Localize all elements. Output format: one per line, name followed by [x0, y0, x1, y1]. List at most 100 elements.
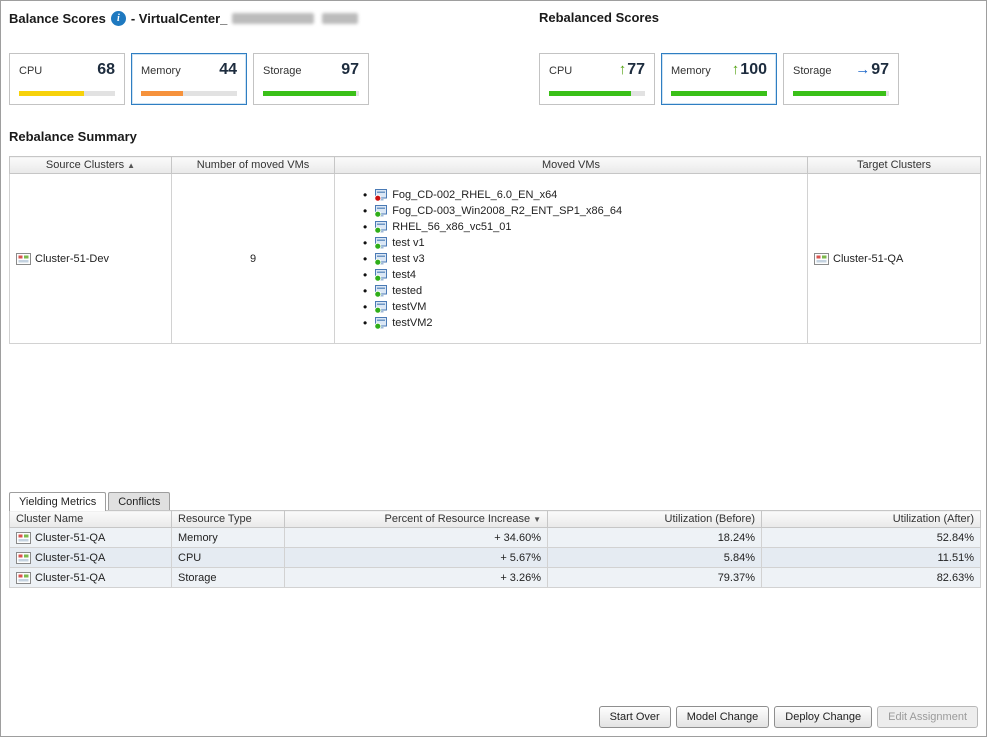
- sort-asc-icon: ▲: [127, 161, 136, 170]
- list-item: Fog_CD-003_Win2008_R2_ENT_SP1_x86_64: [363, 203, 801, 219]
- score-label: Storage: [793, 65, 832, 77]
- score-cards-row: CPU 68 Memory 44 Storage 97: [1, 27, 986, 105]
- score-card-memory-after[interactable]: Memory ↑ 100: [661, 53, 777, 105]
- score-value: ↑ 100: [731, 61, 767, 78]
- table-row[interactable]: Cluster-51-QA Memory + 34.60% 18.24% 52.…: [9, 527, 981, 548]
- table-row: Cluster-51-Dev 9 Fog_CD-002_RHEL_6.0_EN_…: [9, 173, 981, 344]
- utilization-before: 5.84%: [547, 547, 762, 568]
- vm-icon: [374, 284, 388, 298]
- score-card-memory-before[interactable]: Memory 44: [131, 53, 247, 105]
- footer-actions: Start Over Model Change Deploy Change Ed…: [598, 706, 978, 728]
- score-card-storage-before[interactable]: Storage 97: [253, 53, 369, 105]
- moved-vms-count: 9: [171, 173, 335, 344]
- score-bar: [793, 91, 889, 96]
- score-value: 68: [97, 61, 115, 78]
- target-cluster-name: Cluster-51-QA: [833, 252, 904, 265]
- score-card-storage-after[interactable]: Storage → 97: [783, 53, 899, 105]
- metrics-tabs: Yielding Metrics Conflicts: [9, 490, 978, 511]
- cluster-icon: [814, 252, 829, 266]
- arrow-up-icon: ↑: [618, 61, 627, 78]
- column-header-cluster-name[interactable]: Cluster Name: [9, 510, 172, 528]
- arrow-up-icon: ↑: [731, 61, 740, 78]
- column-header-utilization-before[interactable]: Utilization (Before): [547, 510, 762, 528]
- vm-icon: [374, 236, 388, 250]
- cluster-icon: [16, 571, 31, 585]
- yielding-metrics-table: Cluster Name Resource Type Percent of Re…: [9, 510, 981, 588]
- vm-name: Fog_CD-002_RHEL_6.0_EN_x64: [392, 188, 558, 201]
- vm-icon: [374, 252, 388, 266]
- balance-score-group: CPU 68 Memory 44 Storage 97: [9, 53, 369, 105]
- vm-icon: [374, 188, 388, 202]
- model-change-button[interactable]: Model Change: [675, 706, 770, 728]
- resource-type: CPU: [171, 547, 285, 568]
- list-item: testVM: [363, 299, 801, 315]
- table-row[interactable]: Cluster-51-QA Storage + 3.26% 79.37% 82.…: [9, 567, 981, 588]
- resource-type: Storage: [171, 567, 285, 588]
- column-header-percent-increase[interactable]: Percent of Resource Increase ▼: [284, 510, 548, 528]
- vm-name: test v1: [392, 236, 425, 249]
- column-header-resource-type[interactable]: Resource Type: [171, 510, 285, 528]
- list-item: Fog_CD-002_RHEL_6.0_EN_x64: [363, 187, 801, 203]
- vm-icon: [374, 204, 388, 218]
- tab-yielding-metrics[interactable]: Yielding Metrics: [9, 492, 107, 511]
- score-label: Memory: [141, 65, 181, 77]
- cluster-icon: [16, 252, 31, 266]
- vm-name: tested: [392, 284, 423, 297]
- vcenter-name-prefix: - VirtualCenter_: [130, 10, 228, 26]
- start-over-button[interactable]: Start Over: [598, 706, 671, 728]
- score-label: Storage: [263, 65, 302, 77]
- rebalance-summary-table: Source Clusters ▲ Number of moved VMs Mov…: [9, 156, 981, 344]
- cluster-name: Cluster-51-QA: [35, 531, 106, 544]
- table-row[interactable]: Cluster-51-QA CPU + 5.67% 5.84% 11.51%: [9, 547, 981, 568]
- spacer: [1, 344, 986, 490]
- cluster-icon: [16, 531, 31, 545]
- score-label: CPU: [19, 65, 43, 77]
- vm-name: Fog_CD-003_Win2008_R2_ENT_SP1_x86_64: [392, 204, 623, 217]
- vm-icon: [374, 268, 388, 282]
- vm-icon: [374, 220, 388, 234]
- cluster-name: Cluster-51-QA: [35, 571, 106, 584]
- column-header-source-clusters[interactable]: Source Clusters ▲: [9, 156, 172, 174]
- rebalanced-score-group: CPU ↑ 77 Memory ↑ 100: [539, 53, 899, 105]
- cluster-icon: [16, 551, 31, 565]
- tab-conflicts[interactable]: Conflicts: [108, 492, 171, 510]
- score-card-cpu-before[interactable]: CPU 68: [9, 53, 125, 105]
- score-value: 44: [219, 61, 237, 78]
- percent-increase: + 34.60%: [284, 527, 548, 548]
- column-header-target-clusters[interactable]: Target Clusters: [807, 156, 981, 174]
- vm-name: RHEL_56_x86_vc51_01: [392, 220, 512, 233]
- arrow-right-icon: →: [855, 61, 871, 78]
- deploy-change-button[interactable]: Deploy Change: [774, 706, 873, 728]
- info-icon[interactable]: i: [110, 10, 126, 26]
- percent-increase: + 5.67%: [284, 547, 548, 568]
- redacted-vcenter-name: [232, 12, 315, 24]
- score-bar: [141, 91, 237, 96]
- utilization-after: 82.63%: [761, 567, 981, 588]
- balance-scores-header: Balance Scores i - VirtualCenter_: [9, 10, 539, 26]
- utilization-after: 11.51%: [761, 547, 981, 568]
- list-item: test v3: [363, 251, 801, 267]
- vm-name: testVM2: [392, 316, 433, 329]
- rebalanced-scores-header: Rebalanced Scores: [539, 9, 659, 27]
- rebalance-summary-title: Rebalance Summary: [9, 129, 137, 144]
- rebalanced-scores-title: Rebalanced Scores: [539, 10, 659, 25]
- redacted-vcenter-name: [322, 12, 359, 24]
- edit-assignment-button: Edit Assignment: [877, 706, 978, 728]
- column-header-moved-count[interactable]: Number of moved VMs: [171, 156, 335, 174]
- list-item: test4: [363, 267, 801, 283]
- list-item: test v1: [363, 235, 801, 251]
- resource-type: Memory: [171, 527, 285, 548]
- column-header-utilization-after[interactable]: Utilization (After): [761, 510, 981, 528]
- score-bar: [549, 91, 645, 96]
- percent-increase: + 3.26%: [284, 567, 548, 588]
- header: Balance Scores i - VirtualCenter_ Rebala…: [1, 1, 986, 27]
- utilization-before: 79.37%: [547, 567, 762, 588]
- score-bar: [671, 91, 767, 96]
- vm-icon: [374, 300, 388, 314]
- list-item: tested: [363, 283, 801, 299]
- column-header-moved-vms[interactable]: Moved VMs: [334, 156, 808, 174]
- cluster-name: Cluster-51-QA: [35, 551, 106, 564]
- score-card-cpu-after[interactable]: CPU ↑ 77: [539, 53, 655, 105]
- sort-desc-icon: ▼: [533, 515, 541, 524]
